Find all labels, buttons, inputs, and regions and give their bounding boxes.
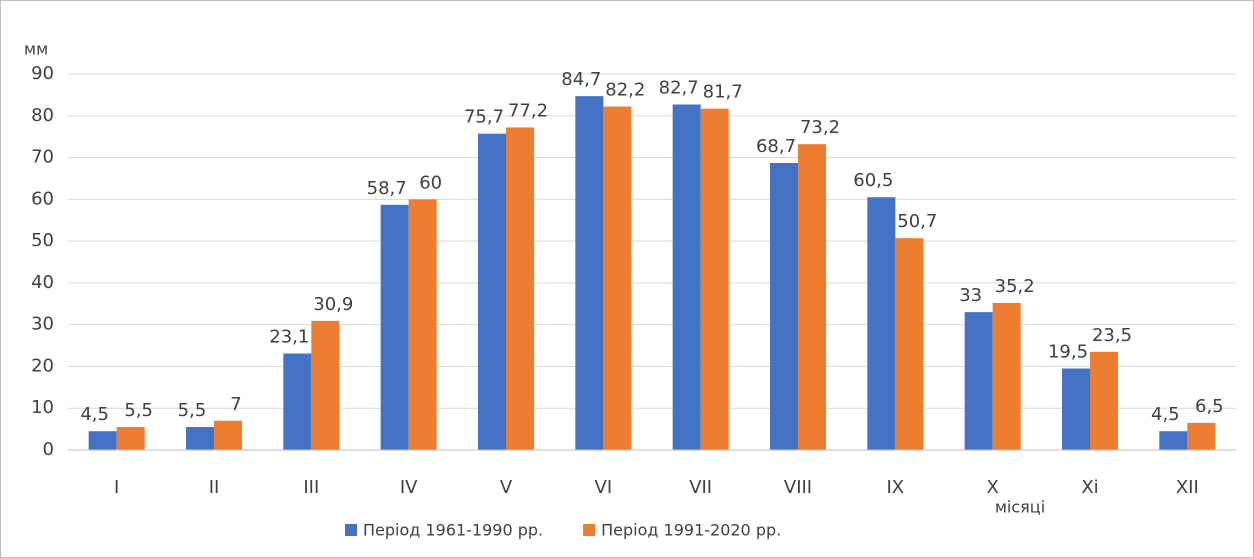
bar: [1062, 368, 1090, 450]
value-label: 23,5: [1092, 325, 1132, 346]
bar: [1159, 431, 1188, 450]
bar: [575, 96, 604, 451]
bar: [992, 302, 1021, 450]
value-label: 68,7: [756, 136, 796, 157]
bar: [88, 431, 117, 450]
y-tick-label: 70: [31, 147, 54, 168]
x-axis-label: місяці: [995, 498, 1045, 517]
value-label: 5,5: [178, 400, 207, 421]
value-label: 81,7: [703, 82, 743, 103]
bar: [964, 312, 993, 450]
value-label: 6,5: [1195, 396, 1224, 417]
value-label: 84,7: [561, 69, 601, 90]
value-label: 58,7: [367, 178, 407, 199]
legend-label: Період 1961-1990 рр.: [363, 521, 543, 540]
value-label: 19,5: [1048, 342, 1088, 363]
value-label: 4,5: [80, 404, 109, 425]
value-label: 50,7: [897, 211, 937, 232]
bar: [1090, 351, 1118, 450]
legend-label: Період 1991-2020 рр.: [601, 521, 781, 540]
x-tick-label: XII: [1176, 477, 1199, 498]
value-label: 33: [959, 285, 982, 306]
x-tick-label: VI: [595, 477, 613, 498]
x-tick-label: Xi: [1081, 477, 1098, 498]
value-label: 75,7: [464, 107, 504, 128]
x-tick-label: II: [209, 477, 220, 498]
y-tick-label: 80: [31, 105, 54, 126]
x-tick-label: I: [114, 477, 119, 498]
y-tick-label: 10: [31, 397, 54, 418]
x-tick-label: V: [500, 477, 513, 498]
y-tick-label: 90: [31, 63, 54, 84]
bar: [283, 353, 312, 450]
value-label: 5,5: [124, 400, 153, 421]
y-tick-label: 40: [31, 272, 54, 293]
bar: [798, 144, 826, 451]
value-label: 30,9: [313, 294, 353, 315]
bar: [506, 127, 534, 450]
x-tick-label: III: [303, 477, 319, 498]
value-label: 82,7: [659, 77, 699, 98]
y-tick-label: 50: [31, 230, 54, 251]
legend-swatch: [583, 524, 596, 536]
x-tick-label: IX: [887, 477, 905, 498]
bar: [1187, 422, 1216, 450]
bar: [867, 197, 896, 450]
value-label: 35,2: [995, 276, 1035, 297]
bar: [478, 133, 506, 450]
value-label: 60: [419, 172, 442, 193]
x-tick-label: VIII: [784, 477, 812, 498]
bar: [408, 199, 437, 450]
value-label: 60,5: [853, 170, 893, 191]
value-label: 82,2: [605, 80, 645, 101]
y-tick-label: 30: [31, 314, 54, 335]
legend-swatch: [345, 524, 357, 536]
bar: [380, 204, 409, 450]
bar: [770, 162, 798, 450]
x-tick-label: IV: [400, 477, 418, 498]
y-axis-label: мм: [24, 40, 48, 59]
bar: [603, 106, 632, 450]
y-tick-label: 60: [31, 188, 54, 209]
value-label: 73,2: [800, 117, 840, 138]
bar: [700, 108, 729, 451]
value-label: 77,2: [508, 100, 548, 121]
bar: [186, 427, 214, 450]
bar: [311, 320, 340, 450]
bar: [214, 420, 242, 450]
y-tick-label: 20: [31, 355, 54, 376]
bar: [895, 238, 924, 450]
bar: [116, 427, 145, 450]
x-tick-label: VII: [689, 477, 712, 498]
x-tick-label: X: [986, 477, 998, 498]
value-label: 7: [230, 394, 241, 415]
bar: [672, 104, 701, 451]
value-label: 23,1: [269, 326, 309, 347]
y-tick-label: 0: [43, 439, 54, 460]
value-label: 4,5: [1151, 404, 1180, 425]
